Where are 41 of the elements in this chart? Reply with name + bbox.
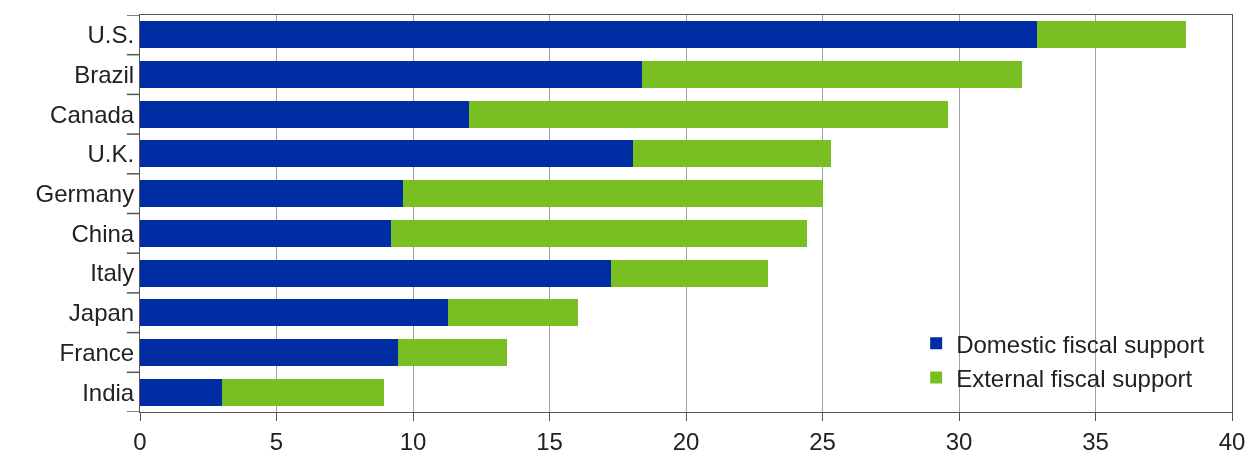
y-tick-label: China: [71, 219, 135, 247]
bar: [140, 140, 633, 168]
x-tick-label: 30: [945, 427, 973, 455]
bar: [140, 259, 611, 287]
bar: [140, 338, 398, 366]
bar: [610, 259, 768, 287]
y-tick-label: Japan: [68, 299, 135, 327]
bar: [140, 219, 392, 247]
bar: [221, 378, 385, 406]
x-tick-label: 25: [809, 427, 836, 455]
x-tick-label: 5: [269, 427, 284, 455]
y-tick-label: Canada: [50, 100, 135, 128]
bar: [140, 180, 404, 208]
legend-label: Domestic fiscal support: [956, 330, 1205, 358]
bar: [391, 219, 808, 247]
x-tick-label: 10: [399, 427, 427, 455]
bar: [642, 61, 1022, 89]
bar: [140, 61, 643, 89]
bar: [448, 299, 579, 327]
bar: [140, 21, 1037, 49]
y-tick-label: Germany: [35, 180, 135, 208]
x-tick-label: 40: [1218, 427, 1246, 455]
bar: [397, 338, 508, 366]
y-tick-label: U.S.: [87, 21, 135, 49]
y-tick-label: Brazil: [74, 60, 135, 88]
x-tick-label: 35: [1082, 427, 1109, 455]
bar: [403, 180, 823, 208]
bar: [140, 378, 222, 406]
y-tick-label: India: [82, 378, 135, 406]
bar: [140, 100, 469, 128]
y-tick-label: U.K.: [87, 140, 135, 168]
legend-label: External fiscal support: [956, 364, 1193, 392]
x-tick-label: 15: [536, 427, 563, 455]
y-tick-label: Italy: [90, 259, 135, 287]
y-tick-label: France: [59, 338, 135, 366]
bar: [1036, 21, 1186, 49]
x-tick-label: 20: [672, 427, 700, 455]
bar: [140, 299, 449, 327]
bar: [468, 100, 949, 128]
x-tick-label: 0: [133, 427, 147, 455]
bar: [632, 140, 831, 168]
